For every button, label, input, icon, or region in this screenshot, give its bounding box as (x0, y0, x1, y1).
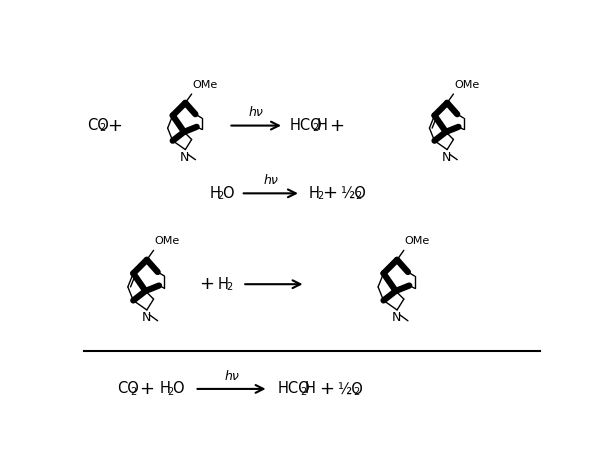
Text: 2: 2 (313, 123, 319, 133)
Text: 2: 2 (317, 191, 323, 201)
Text: +: + (329, 117, 344, 135)
Text: O: O (172, 381, 184, 396)
Text: hν: hν (263, 174, 278, 187)
Text: +: + (139, 380, 154, 398)
Text: OMe: OMe (192, 80, 218, 90)
Text: OMe: OMe (454, 80, 480, 90)
Text: N: N (441, 151, 451, 164)
Text: 2: 2 (226, 282, 232, 292)
Text: ½O: ½O (338, 381, 364, 396)
Text: H: H (218, 277, 229, 292)
Text: +: + (319, 380, 334, 398)
Text: hν: hν (249, 106, 264, 120)
Text: +: + (323, 184, 337, 202)
Text: OMe: OMe (154, 236, 179, 247)
Text: 2: 2 (131, 386, 137, 397)
Text: 2: 2 (353, 386, 359, 397)
Text: 2: 2 (356, 191, 362, 201)
Text: H: H (308, 186, 319, 201)
Text: CO: CO (117, 381, 139, 396)
Text: hν: hν (224, 370, 239, 383)
Text: 2: 2 (168, 386, 174, 397)
Text: H: H (159, 381, 170, 396)
Text: H: H (210, 186, 221, 201)
Text: +: + (107, 117, 122, 135)
Text: 2: 2 (300, 386, 306, 397)
Text: HCO: HCO (290, 118, 323, 133)
Text: 2: 2 (99, 123, 105, 133)
Text: O: O (223, 186, 234, 201)
Text: +: + (199, 275, 215, 293)
Text: N: N (392, 311, 401, 325)
Text: N: N (180, 151, 189, 164)
Text: CO: CO (87, 118, 109, 133)
Text: 2: 2 (218, 191, 224, 201)
Text: H: H (305, 381, 316, 396)
Text: N: N (142, 311, 151, 325)
Text: ½O: ½O (341, 186, 367, 201)
Text: OMe: OMe (404, 236, 430, 247)
Text: HCO: HCO (278, 381, 311, 396)
Text: H: H (317, 118, 328, 133)
